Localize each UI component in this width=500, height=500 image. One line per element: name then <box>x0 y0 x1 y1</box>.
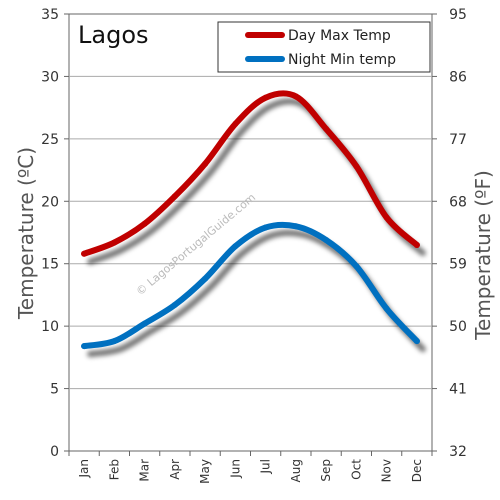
gridlines <box>69 75 432 390</box>
y-axis-title: Temperature (ºC) <box>14 147 38 320</box>
legend: Day Max Temp Night Min temp <box>217 21 431 73</box>
y-tick-label: 0 <box>50 444 59 460</box>
data-point-0-5 <box>232 120 239 127</box>
data-point-0-8 <box>323 125 330 132</box>
x-tick-label: Feb <box>107 459 121 480</box>
x-tick-label: May <box>198 459 212 484</box>
y2-tick-label: 50 <box>449 319 467 335</box>
data-point-0-10 <box>383 214 390 221</box>
x-tick-label: Sep <box>319 459 333 482</box>
data-point-0-4 <box>202 160 209 167</box>
y2-axis-title: Temperature (ºF) <box>471 170 495 341</box>
data-point-1-7 <box>292 223 299 230</box>
data-point-1-6 <box>262 224 269 231</box>
chart-title: Lagos <box>78 21 149 49</box>
data-point-1-1 <box>111 338 118 345</box>
y-tick-label: 25 <box>41 132 59 148</box>
x-tick-label: Dec <box>410 459 424 482</box>
data-point-0-3 <box>171 193 178 200</box>
data-point-0-0 <box>81 250 88 257</box>
data-point-0-1 <box>111 239 118 246</box>
x-tick-label: Jan <box>77 459 91 479</box>
data-point-1-8 <box>323 236 330 243</box>
y-tick-label: 10 <box>41 319 59 335</box>
data-point-1-11 <box>413 338 420 345</box>
series-lines <box>81 90 420 350</box>
x-tick-label: Apr <box>168 459 182 480</box>
x-tick-label: Jun <box>228 459 242 479</box>
y2-tick-label: 77 <box>449 132 467 148</box>
y2-tick-label: 59 <box>449 257 467 273</box>
x-tick-label: Oct <box>349 459 363 480</box>
data-point-0-9 <box>353 163 360 170</box>
data-point-1-2 <box>141 320 148 327</box>
data-point-1-0 <box>81 343 88 350</box>
x-tick-label: Nov <box>380 459 394 482</box>
data-point-0-2 <box>141 220 148 227</box>
data-point-1-9 <box>353 263 360 270</box>
y-tick-label: 30 <box>41 69 59 85</box>
series-line-0 <box>81 90 420 257</box>
legend-box <box>217 21 431 73</box>
y2-tick-label: 41 <box>449 382 467 398</box>
data-point-0-6 <box>262 94 269 101</box>
data-point-1-4 <box>202 275 209 282</box>
data-point-1-3 <box>171 301 178 308</box>
data-point-0-11 <box>413 241 420 248</box>
y2-tick-label: 32 <box>449 444 467 460</box>
x-tick-label: Aug <box>289 459 303 482</box>
y-axis-ticks: 0 5 10 15 20 25 30 35 <box>41 7 69 460</box>
y2-tick-label: 68 <box>449 194 467 210</box>
legend-label-night-min: Night Min temp <box>288 52 396 68</box>
data-point-1-5 <box>232 243 239 250</box>
y-tick-label: 5 <box>50 382 59 398</box>
y2-tick-label: 95 <box>449 7 467 23</box>
y-tick-label: 35 <box>41 7 59 23</box>
y-tick-label: 15 <box>41 257 59 273</box>
legend-label-day-max: Day Max Temp <box>288 28 391 44</box>
x-axis-ticks: Jan Feb Mar Apr May Jun Jul Aug Sep Oct Nov Dec <box>68 451 433 484</box>
y2-tick-label: 86 <box>449 69 467 85</box>
data-point-0-7 <box>292 93 299 100</box>
x-tick-label: Jul <box>259 459 273 474</box>
x-tick-label: Mar <box>138 459 152 482</box>
y2-axis-ticks: 32 41 50 59 68 77 86 95 <box>432 7 467 460</box>
data-point-1-10 <box>383 305 390 312</box>
y-tick-label: 20 <box>41 194 59 210</box>
